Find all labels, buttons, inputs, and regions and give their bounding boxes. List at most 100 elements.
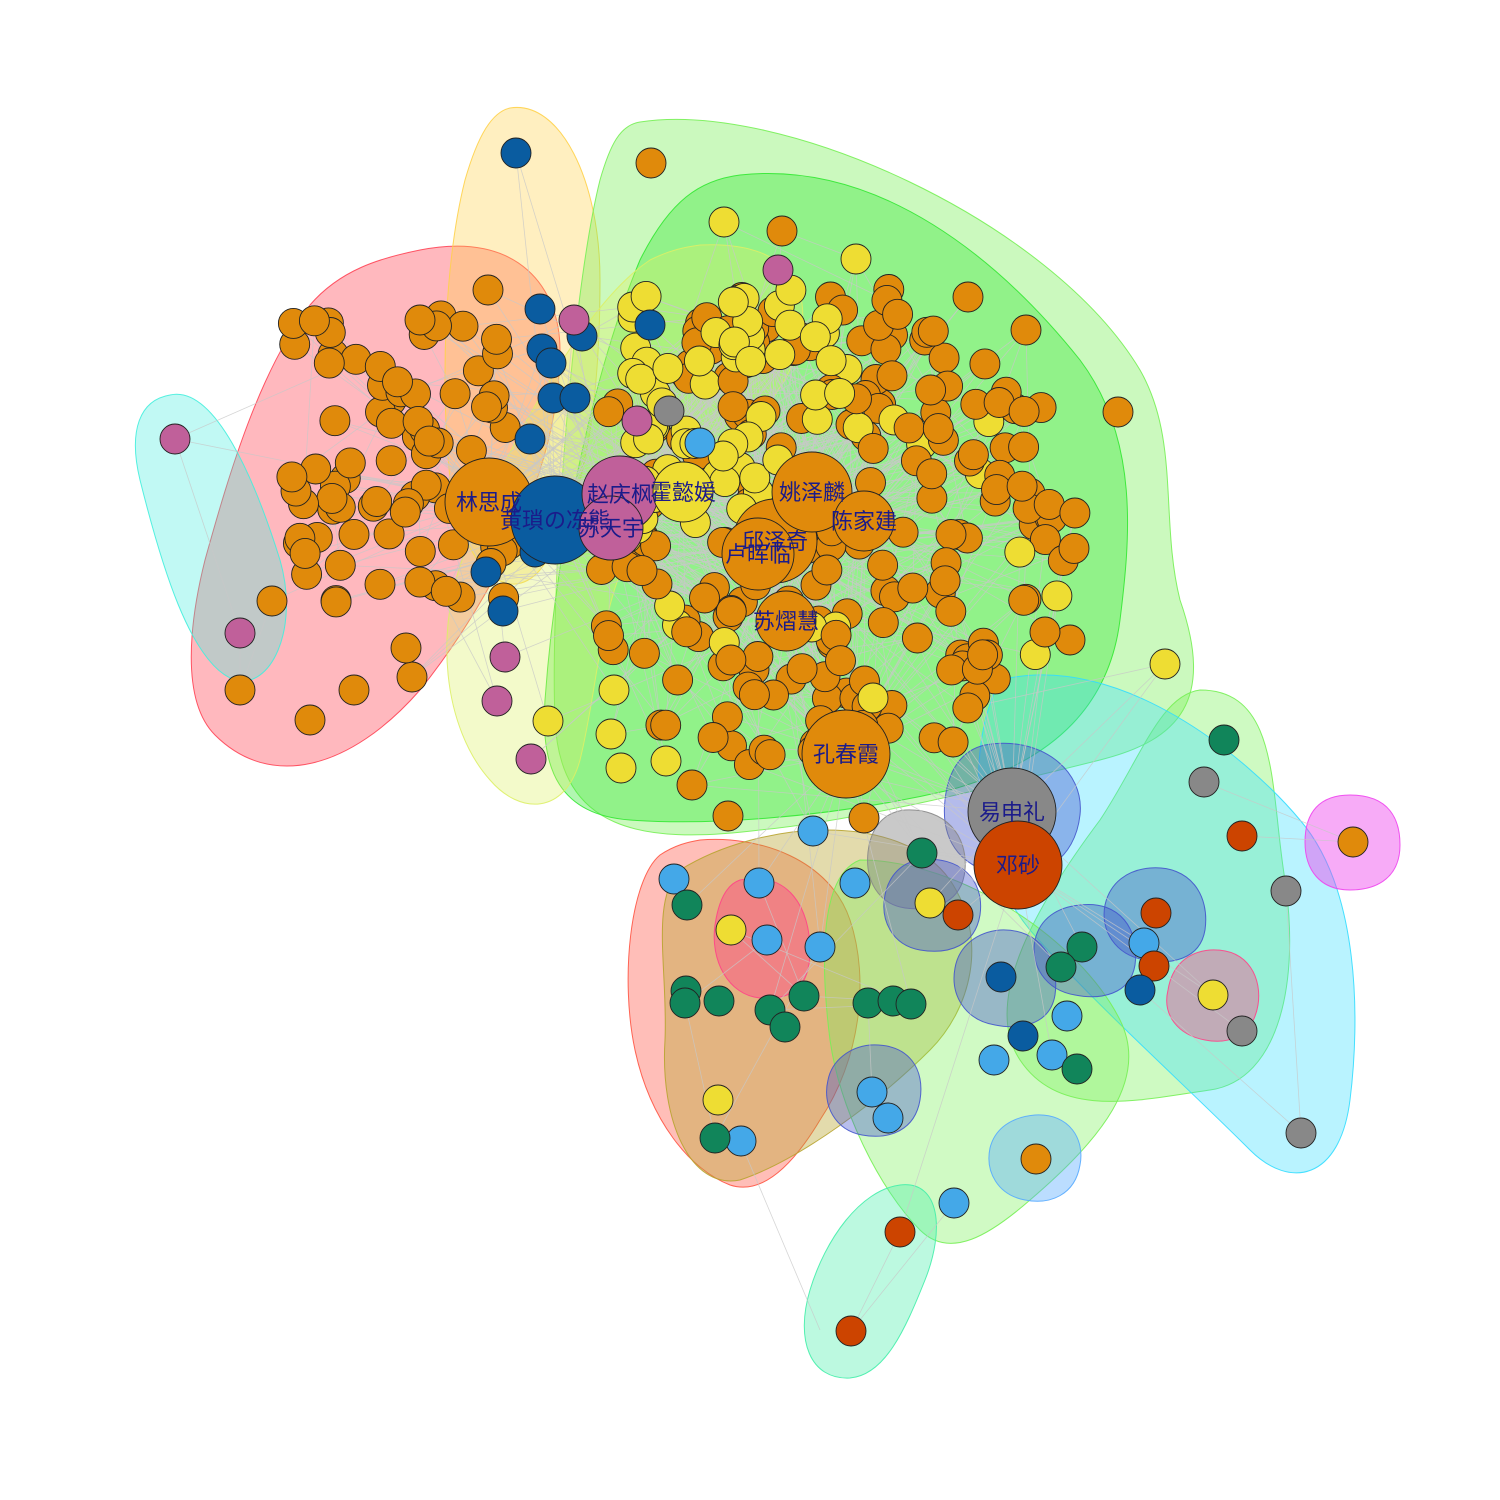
graph-node	[621, 405, 653, 437]
graph-node	[472, 274, 504, 306]
graph-edge	[739, 427, 859, 468]
graph-node	[634, 309, 666, 341]
graph-node	[481, 685, 513, 717]
graph-node	[938, 1187, 970, 1219]
graph-node	[389, 496, 421, 528]
node-huo-yiyuan	[652, 461, 714, 523]
graph-node	[1051, 1000, 1083, 1032]
graph-node	[559, 382, 591, 414]
graph-node	[653, 395, 685, 427]
node-chen-jiajian	[833, 490, 895, 552]
graph-node	[439, 378, 471, 410]
graph-node	[289, 537, 321, 569]
graph-node	[683, 345, 715, 377]
graph-node	[717, 286, 749, 318]
graph-node	[717, 391, 749, 423]
node-su-xihui	[755, 590, 817, 652]
node-label-chen-jiajian: 陈家建	[831, 510, 897, 535]
graph-edge	[730, 610, 816, 745]
node-label-huang-hao: 黄瑣の冻熊	[500, 509, 610, 534]
graph-node	[811, 554, 843, 586]
graph-edge	[850, 1231, 901, 1332]
graph-node	[514, 423, 546, 455]
graph-node	[928, 342, 960, 374]
graph-node	[276, 461, 308, 493]
graph-node	[676, 769, 708, 801]
graph-node	[738, 679, 770, 711]
graph-edge	[1139, 989, 1302, 1134]
graph-node	[929, 565, 961, 597]
graph-node	[324, 549, 356, 581]
graph-node	[712, 800, 744, 832]
graph-node	[762, 254, 794, 286]
graph-node	[872, 1102, 904, 1134]
graph-node	[824, 377, 856, 409]
graph-node	[1285, 1117, 1317, 1149]
graph-node	[593, 620, 624, 652]
graph-node	[799, 321, 831, 353]
node-label-su-xihui: 苏熠慧	[753, 610, 819, 635]
graph-node	[751, 924, 783, 956]
graph-node	[630, 280, 662, 312]
graph-edge	[436, 325, 621, 495]
graph-node	[595, 718, 627, 750]
graph-edge	[739, 1140, 821, 1331]
graph-node	[1059, 497, 1091, 529]
graph-node	[1004, 536, 1036, 568]
graph-edge	[496, 317, 707, 340]
graph-node	[671, 889, 703, 921]
graph-node	[298, 305, 330, 337]
node-yao-zelin	[771, 451, 853, 533]
graph-node	[650, 745, 682, 777]
graph-node	[922, 413, 954, 445]
graph-node	[320, 586, 352, 618]
graph-edge	[453, 544, 498, 702]
graph-node	[1006, 470, 1038, 502]
graph-node	[699, 1122, 731, 1154]
graph-node	[361, 486, 393, 517]
graph-node	[535, 347, 567, 379]
graph-node	[470, 556, 502, 588]
graph-node	[524, 293, 556, 325]
graph-node	[319, 405, 351, 437]
node-label-lin-sicheng: 林思成	[456, 491, 522, 516]
graph-node	[901, 622, 933, 654]
graph-node	[598, 674, 630, 706]
node-deng-sha	[973, 820, 1063, 910]
graph-node	[708, 206, 740, 238]
graph-node	[876, 360, 908, 392]
graph-node	[981, 474, 1012, 506]
graph-node	[914, 887, 946, 919]
graph-node	[658, 863, 690, 895]
graph-node	[1029, 524, 1061, 556]
graph-node	[766, 215, 798, 247]
graph-node	[404, 304, 436, 336]
graph-node	[725, 1125, 757, 1157]
graph-node	[957, 439, 989, 471]
graph-edge	[899, 864, 1019, 1233]
graph-node	[1197, 979, 1229, 1011]
graph-node	[1061, 1053, 1093, 1085]
graph-node	[942, 899, 974, 931]
graph-node	[1008, 431, 1040, 463]
graph-node	[471, 391, 502, 423]
graph-edge	[967, 663, 1166, 709]
graph-node	[1007, 1020, 1039, 1052]
graph-node	[797, 815, 829, 847]
graph-node	[1140, 897, 1172, 929]
graph-node	[652, 352, 684, 384]
graph-node	[515, 743, 547, 775]
graph-node	[867, 549, 899, 581]
graph-edge	[785, 516, 1050, 622]
graph-node	[857, 432, 889, 464]
graph-node	[294, 704, 326, 736]
node-su-tianyu	[578, 495, 644, 561]
graph-node	[338, 518, 370, 550]
graph-node	[754, 739, 786, 771]
node-label-zhao-qingfeng: 赵庆枫	[587, 483, 653, 508]
graph-node	[697, 722, 729, 753]
graph-node	[489, 641, 521, 673]
graph-node	[1270, 875, 1302, 907]
